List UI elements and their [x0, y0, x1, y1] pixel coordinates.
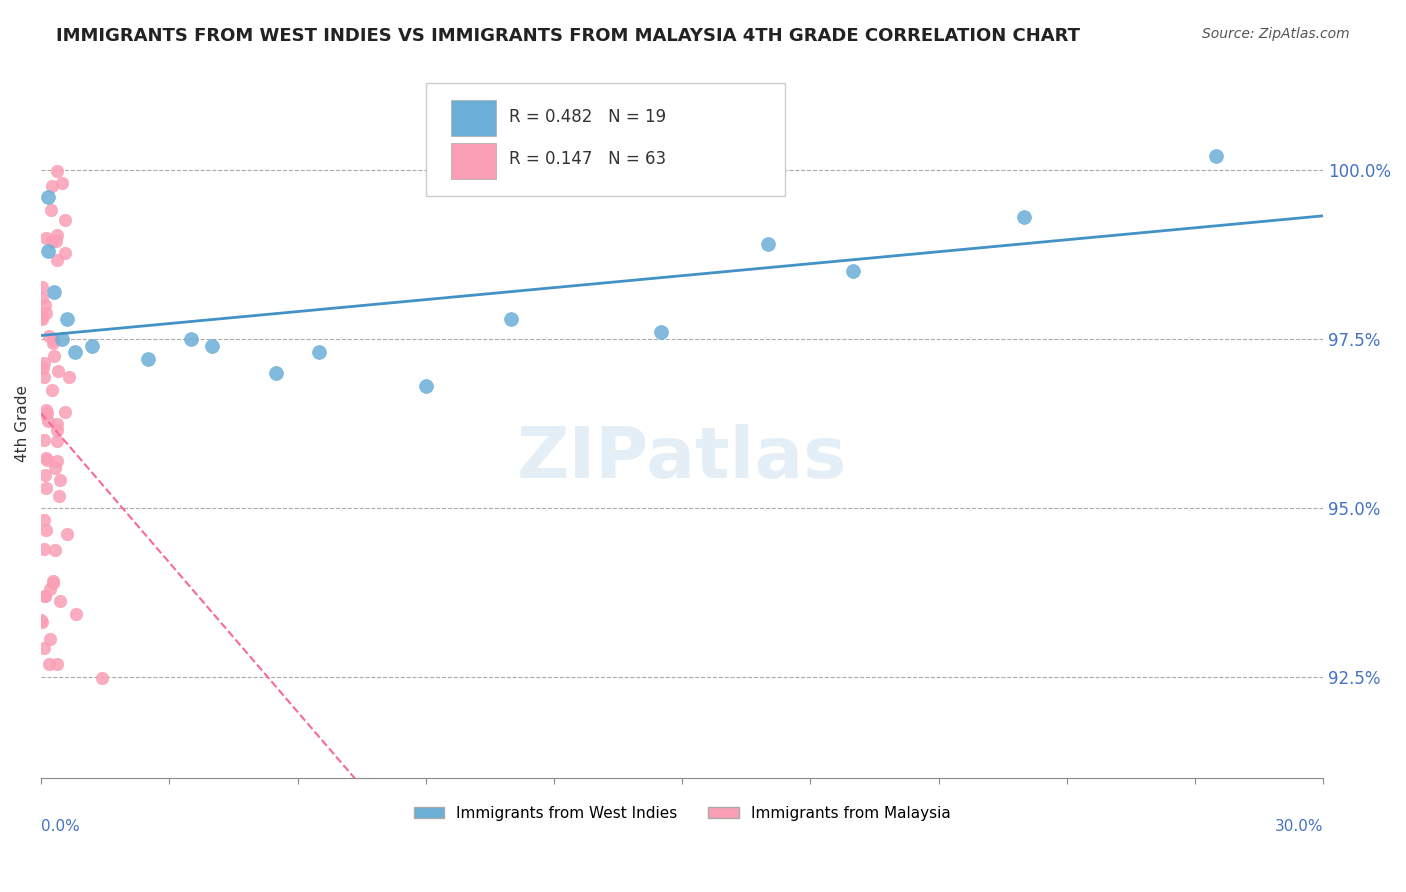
Point [46, 454, 69, 468]
Point [46, 228, 69, 243]
Point [842, 264, 865, 278]
Point [58, 370, 80, 384]
Y-axis label: 4th Grade: 4th Grade [15, 384, 30, 462]
Point [90, 672, 112, 686]
Point [56, 526, 79, 541]
Point [31, 615, 53, 629]
Point [45, 235, 67, 249]
Point [180, 332, 202, 346]
Text: 30.0%: 30.0% [1275, 819, 1323, 834]
Point [34, 513, 56, 527]
Point [41, 574, 63, 589]
Text: Source: ZipAtlas.com: Source: ZipAtlas.com [1202, 27, 1350, 41]
Point [31, 280, 53, 294]
Point [31, 311, 53, 326]
Point [34, 589, 56, 603]
Point [53, 405, 76, 419]
Point [34, 468, 56, 483]
Point [53, 246, 76, 260]
Point [34, 369, 56, 384]
FancyBboxPatch shape [451, 143, 496, 178]
Point [51, 332, 73, 346]
Point [35, 406, 58, 420]
Point [41, 234, 63, 248]
Point [201, 338, 224, 352]
Point [46, 252, 69, 267]
Point [32, 542, 55, 557]
Point [42, 285, 65, 299]
Point [264, 366, 287, 380]
Point [415, 379, 437, 393]
Point [49, 474, 72, 488]
Point [49, 594, 72, 608]
Point [35, 523, 58, 537]
Text: ZIPatlas: ZIPatlas [517, 425, 848, 493]
Point [39, 203, 62, 218]
Point [82, 338, 104, 352]
Point [55, 311, 77, 326]
Point [35, 403, 58, 417]
Point [41, 383, 63, 397]
Point [38, 657, 60, 671]
Point [45, 423, 67, 437]
Point [45, 164, 67, 178]
Text: R = 0.147   N = 63: R = 0.147 N = 63 [509, 151, 666, 169]
Point [37, 190, 59, 204]
Point [51, 176, 73, 190]
Point [31, 613, 53, 627]
Point [34, 590, 56, 604]
Point [35, 481, 58, 495]
Point [39, 582, 62, 597]
Point [44, 461, 66, 475]
FancyBboxPatch shape [426, 83, 785, 196]
Point [1205, 149, 1227, 163]
Point [65, 345, 87, 359]
Point [37, 414, 59, 428]
Point [32, 433, 55, 447]
Point [1012, 211, 1035, 225]
Text: IMMIGRANTS FROM WEST INDIES VS IMMIGRANTS FROM MALAYSIA 4TH GRADE CORRELATION CH: IMMIGRANTS FROM WEST INDIES VS IMMIGRANT… [56, 27, 1080, 45]
Point [31, 291, 53, 305]
Point [42, 576, 65, 591]
Text: R = 0.482   N = 19: R = 0.482 N = 19 [509, 108, 666, 126]
Point [44, 542, 66, 557]
Point [45, 417, 67, 431]
Point [38, 329, 60, 343]
Point [41, 178, 63, 193]
Point [136, 352, 159, 367]
Point [48, 489, 70, 503]
Text: 0.0%: 0.0% [41, 819, 80, 834]
Point [37, 244, 59, 258]
Point [32, 361, 55, 376]
Point [35, 450, 58, 465]
Point [34, 408, 56, 422]
Point [34, 641, 56, 656]
Point [756, 237, 779, 252]
FancyBboxPatch shape [451, 101, 496, 136]
Point [34, 298, 56, 312]
Point [42, 334, 65, 348]
Point [38, 632, 60, 647]
Point [35, 231, 58, 245]
Point [501, 311, 523, 326]
Point [35, 452, 58, 467]
Point [42, 335, 65, 350]
Point [31, 310, 53, 324]
Point [65, 607, 87, 621]
Point [650, 325, 672, 339]
Point [308, 345, 330, 359]
Point [46, 657, 69, 672]
Point [53, 213, 76, 227]
Legend: Immigrants from West Indies, Immigrants from Malaysia: Immigrants from West Indies, Immigrants … [408, 800, 957, 827]
Point [46, 364, 69, 378]
Point [34, 306, 56, 320]
Point [46, 434, 69, 449]
Point [44, 350, 66, 364]
Point [34, 356, 56, 370]
